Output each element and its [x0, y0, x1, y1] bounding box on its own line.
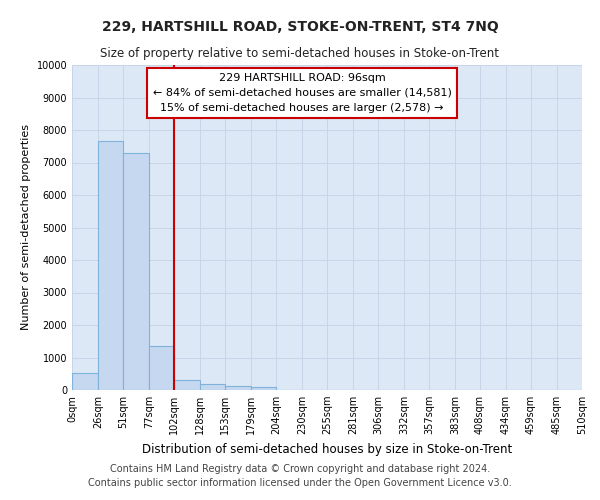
Bar [98, 142, 123, 390]
Bar [123, 154, 149, 390]
Bar [225, 386, 251, 390]
Text: Size of property relative to semi-detached houses in Stoke-on-Trent: Size of property relative to semi-detach… [101, 48, 499, 60]
Bar [200, 384, 225, 390]
Y-axis label: Number of semi-detached properties: Number of semi-detached properties [21, 124, 31, 330]
Text: 229, HARTSHILL ROAD, STOKE-ON-TRENT, ST4 7NQ: 229, HARTSHILL ROAD, STOKE-ON-TRENT, ST4… [101, 20, 499, 34]
Bar [251, 387, 276, 390]
Text: Contains HM Land Registry data © Crown copyright and database right 2024.
Contai: Contains HM Land Registry data © Crown c… [88, 464, 512, 487]
Bar [149, 346, 174, 390]
Bar [72, 373, 98, 390]
Bar [174, 380, 200, 390]
X-axis label: Distribution of semi-detached houses by size in Stoke-on-Trent: Distribution of semi-detached houses by … [142, 442, 512, 456]
Text: 229 HARTSHILL ROAD: 96sqm
← 84% of semi-detached houses are smaller (14,581)
15%: 229 HARTSHILL ROAD: 96sqm ← 84% of semi-… [152, 73, 451, 112]
